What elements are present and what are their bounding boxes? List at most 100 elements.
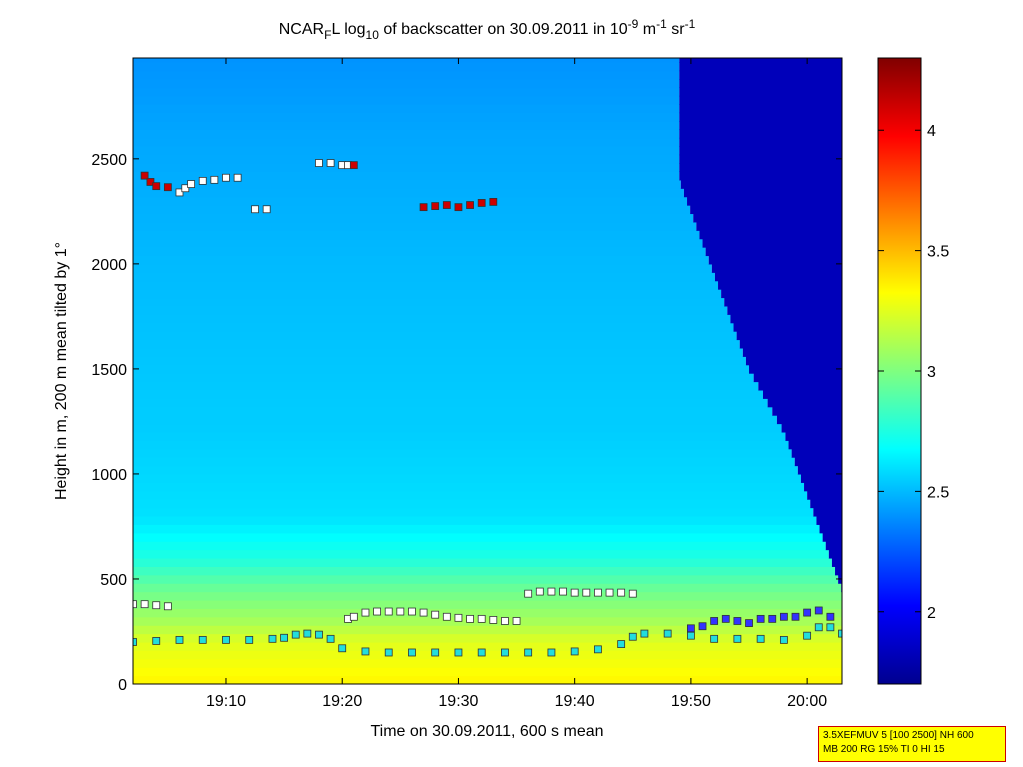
colorbar-ticks: 2 2.5 3 3.5 4 [878,123,949,622]
heatmap-band [133,255,709,265]
heatmap-clear-band [679,171,842,181]
heatmap-band [133,129,680,139]
heatmap-band [133,625,842,635]
colorbar-tick-label: 2 [927,605,936,622]
marker-cloud-base [152,182,161,191]
heatmap-band [133,499,811,509]
marker-cloud-base [466,201,474,209]
marker-layer-top [582,588,591,597]
heatmap-band [133,221,697,231]
marker-mixing-layer [198,635,207,644]
heatmap-clear-band [797,465,842,475]
heatmap-band [133,196,688,206]
marker-layer-top [163,602,172,611]
y-tick-label: 500 [100,572,127,589]
marker-layer-top [477,614,486,623]
heatmap-band [133,515,817,525]
heatmap-band [133,87,680,97]
colorbar-tick-label: 4 [927,123,936,140]
heatmap-band [133,171,680,181]
marker-layer-top [559,587,567,596]
heatmap-band [133,179,681,189]
marker-layer-top [133,600,137,609]
marker-cloud-base [489,197,498,206]
marker-aerosol-layer [814,606,823,615]
heatmap-clear-band [767,398,842,408]
heatmap-band [133,112,680,122]
heatmap-clear-band [819,524,842,534]
marker-layer-top [419,608,428,617]
x-tick-label: 20:00 [787,693,827,710]
marker-layer-top [210,175,219,184]
heatmap-band [133,583,842,593]
info-box: 3.5XEFMUV 5 [100 2500] NH 600 MB 200 RG … [818,726,1006,762]
heatmap-clear-band [739,339,842,349]
heatmap-clear-band [804,482,842,492]
marker-cloud-base [140,171,149,180]
heatmap-band [133,616,842,626]
heatmap-band [133,263,712,273]
marker-mixing-layer [315,630,323,639]
heatmap-band [133,163,680,173]
heatmap-clear-band [693,213,842,223]
heatmap-clear-band [679,58,842,63]
heatmap-clear-band [791,448,842,458]
marker-layer-top [605,588,614,597]
marker-mixing-layer [524,648,533,657]
marker-mixing-layer [594,645,602,654]
marker-mixing-layer [663,629,672,638]
marker-mixing-layer [454,648,463,657]
heatmap-clear-band [702,238,842,248]
chart-title: NCARFL log10 of backscatter on 30.09.201… [279,17,696,42]
y-tick-label: 0 [118,677,127,694]
marker-mixing-layer [245,635,254,644]
marker-aerosol-layer [733,617,742,625]
heatmap-clear-band [831,557,842,567]
heatmap-clear-band [781,423,842,433]
marker-mixing-layer [628,632,637,641]
marker-mixing-layer [814,623,823,632]
marker-layer-top [140,600,149,609]
heatmap-band [133,658,842,668]
heatmap-band [133,95,680,105]
heatmap-clear-band [714,272,842,282]
marker-layer-top [570,588,579,597]
heatmap-band [133,322,734,332]
marker-mixing-layer [338,644,347,653]
heatmap-clear-band [727,305,842,315]
heatmap-clear-band [679,79,842,89]
series-markers [133,159,842,657]
y-tick-label: 2500 [91,152,127,169]
marker-layer-top [361,608,370,617]
heatmap-band [133,305,728,315]
heatmap-band [133,423,782,433]
heatmap-clear-band [810,499,842,509]
heatmap-clear-band [749,364,842,374]
y-axis: 0 500 1000 1500 2000 2500 [91,152,842,694]
heatmap-clear-band [679,95,842,105]
heatmap-band [133,415,777,425]
marker-layer-top [187,180,196,188]
marker-aerosol-layer [791,612,800,621]
colorbar-tick-label: 3.5 [927,244,949,261]
heatmap-clear-band [828,549,842,559]
heatmap-clear-band [745,356,842,366]
marker-aerosol-layer [721,614,730,623]
heatmap-clear-band [742,347,842,357]
marker-aerosol-layer [768,614,777,623]
marker-mixing-layer [222,635,230,644]
heatmap-band [133,448,792,458]
heatmap-band [133,188,684,198]
marker-layer-top [408,607,416,616]
heatmap-clear-band [679,112,842,122]
heatmap-band [133,608,842,618]
marker-layer-top [524,589,533,598]
heatmap-band [133,566,836,576]
heatmap-band [133,205,691,215]
marker-mixing-layer [501,648,509,657]
heatmap-clear-band [776,415,842,425]
marker-mixing-layer [152,637,161,645]
heatmap-clear-band [679,104,842,114]
marker-mixing-layer [361,647,370,656]
